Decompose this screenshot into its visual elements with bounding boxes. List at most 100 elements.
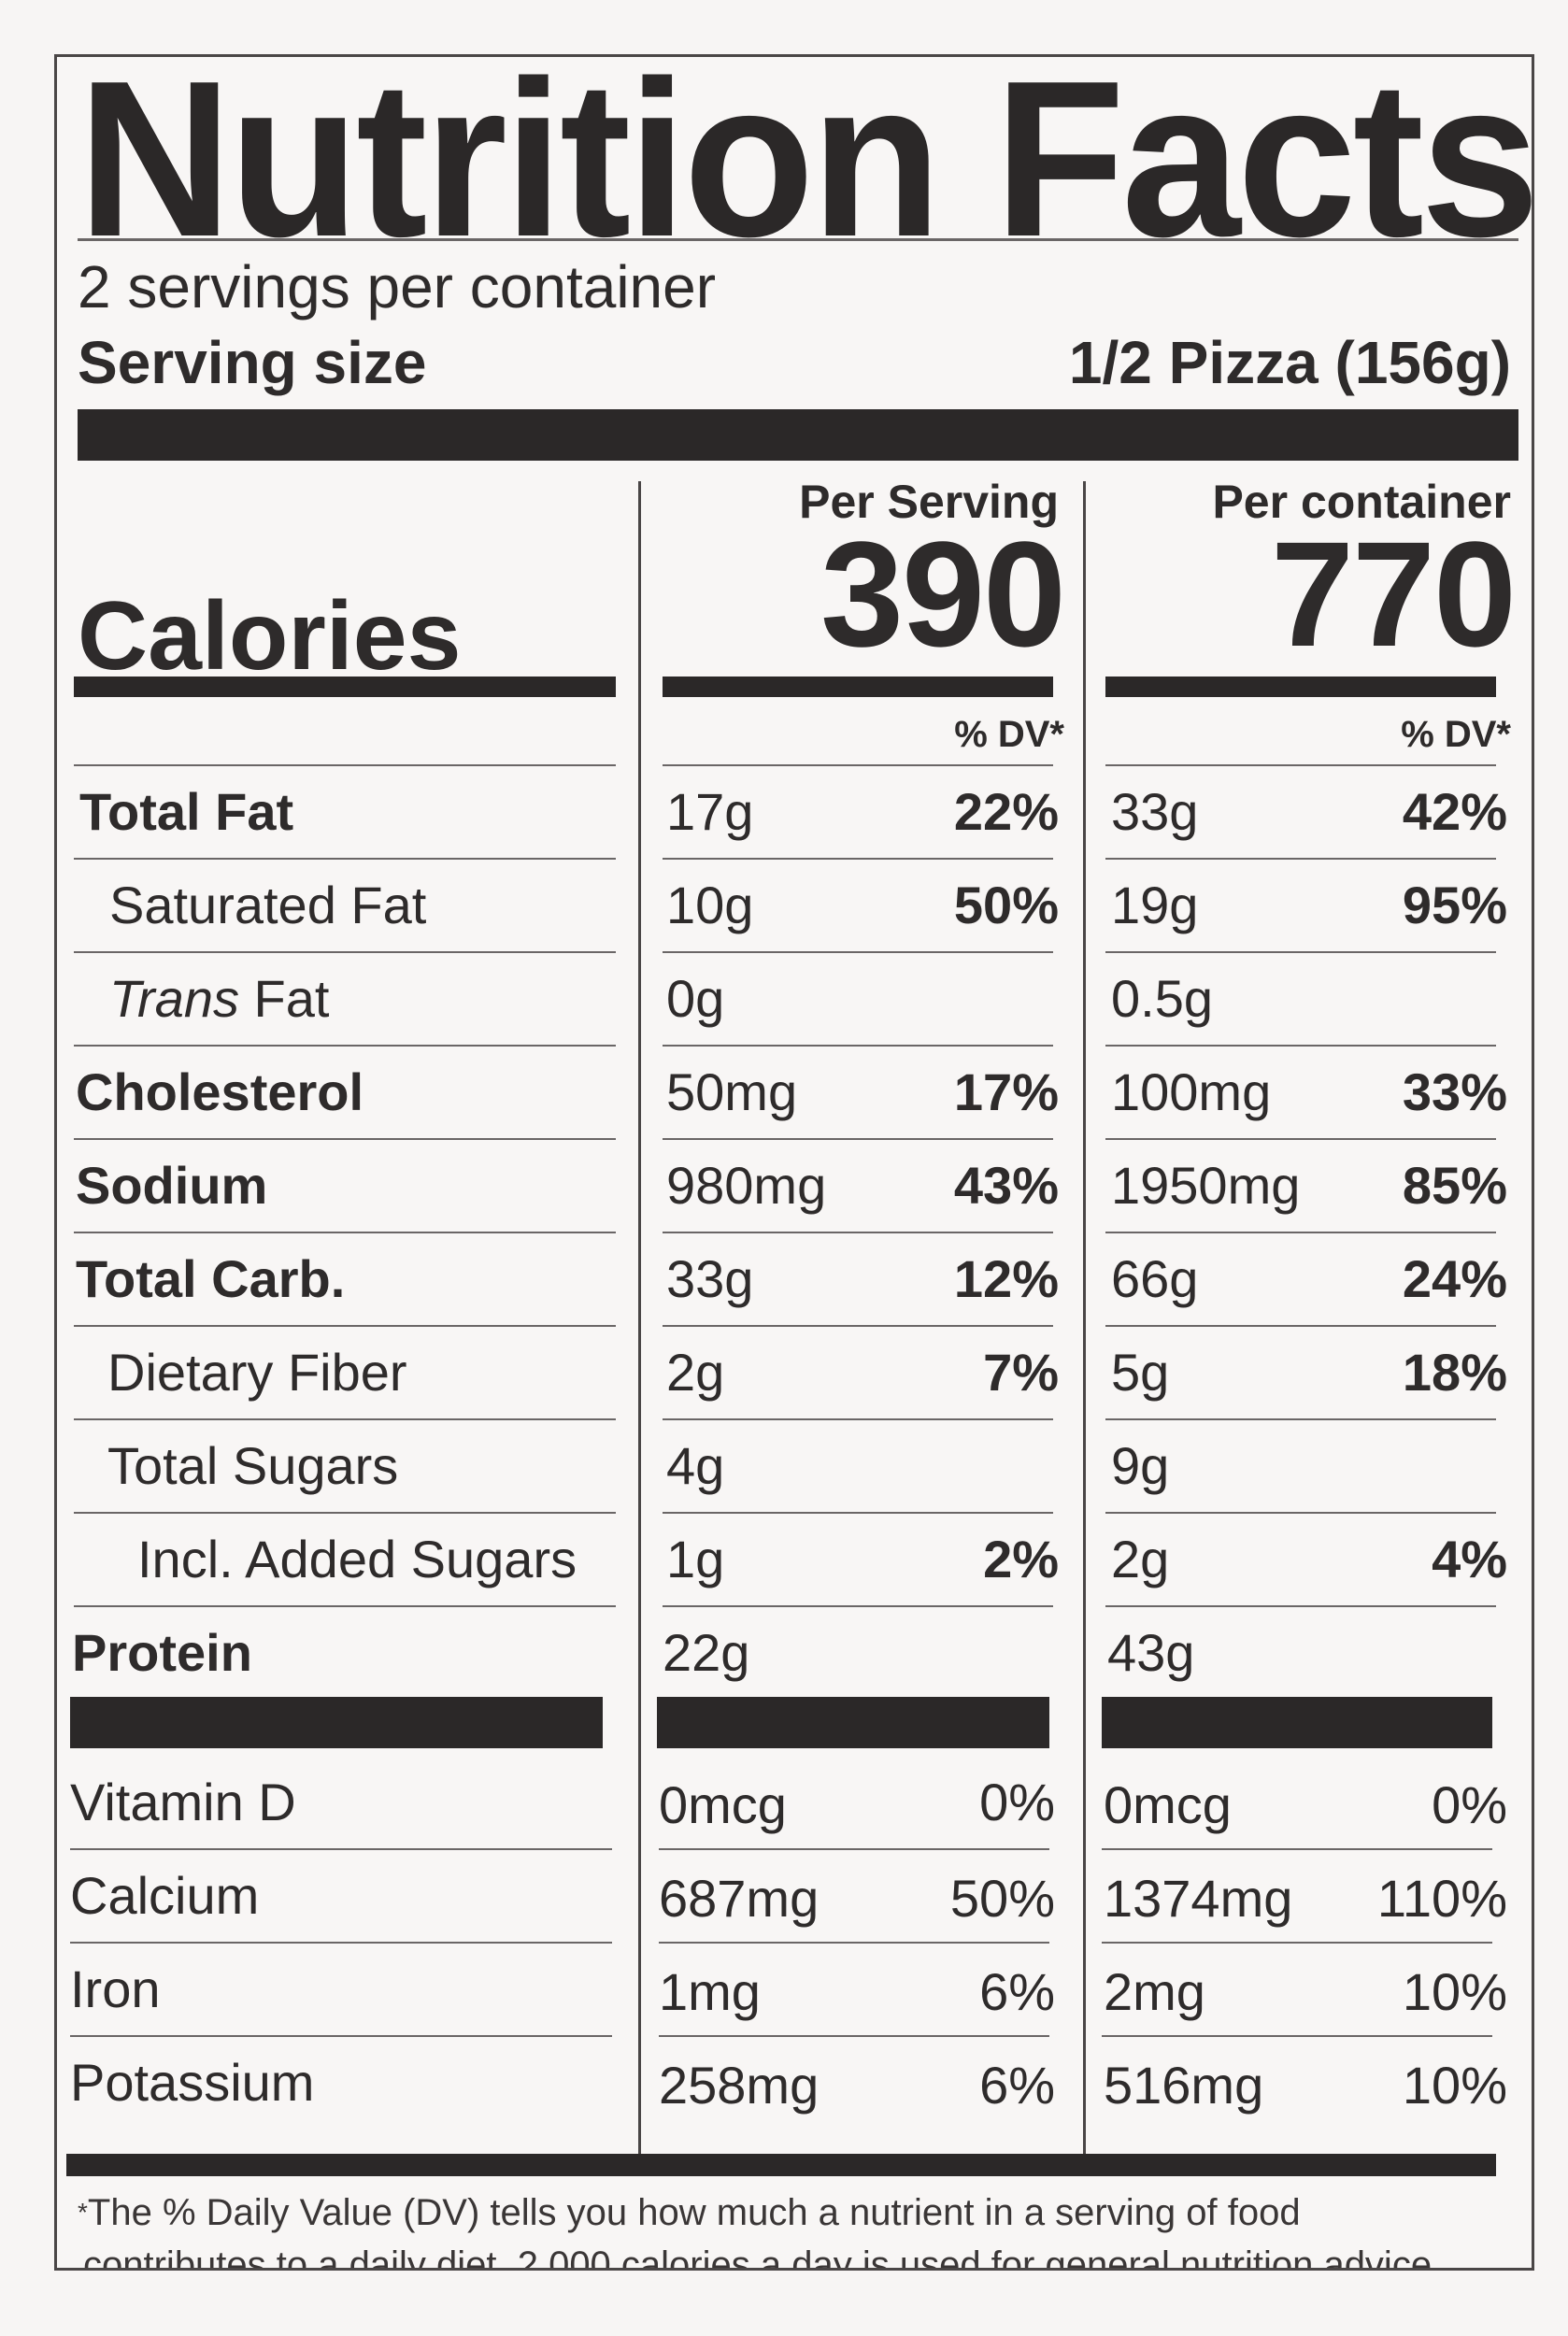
row-divider [1105,1605,1496,1607]
vitamin-serving-amount: 687mg [659,1869,820,1928]
nutrient-serving-amount: 22g [663,1623,750,1682]
serving-size-value: 1/2 Pizza (156g) [1068,329,1511,396]
nutrition-facts-panel: Nutrition Facts 2 servings per container… [54,54,1534,2271]
nutrient-label: Sodium [76,1156,268,1215]
row-divider [74,1512,616,1514]
nutrient-container-amount: 100mg [1111,1062,1272,1121]
trans-rest: Fat [239,969,330,1028]
nutrient-serving-dv: 7% [983,1343,1059,1402]
row-divider [659,2035,1049,2037]
nutrient-container-dv: 85% [1402,1156,1507,1215]
row-divider [1102,1848,1492,1850]
per-container-header: Per container [1212,476,1511,528]
title-divider [78,238,1518,241]
row-divider [663,1418,1053,1420]
vitamin-serving-dv: 6% [979,1962,1055,2021]
nutrient-label: Incl. Added Sugars [137,1530,577,1588]
row-divider [70,1848,612,1850]
vitamin-serving-amount: 258mg [659,2056,820,2115]
footnote-line-2: contributes to a daily diet. 2,000 calor… [83,2244,1443,2271]
nutrient-serving-amount: 1g [666,1530,725,1588]
protein-bar-serving [657,1697,1049,1748]
nutrient-serving-dv: 17% [953,1062,1059,1121]
nutrient-serving-amount: 33g [666,1249,754,1308]
vitamin-container-dv: 10% [1402,2056,1507,2115]
row-divider [74,951,616,953]
row-divider [1102,1942,1492,1944]
calories-per-serving: 390 [820,510,1066,677]
vitamin-serving-amount: 1mg [659,1962,761,2021]
thick-divider-bottom [66,2154,1496,2176]
footnote-text-1: The % Daily Value (DV) tells you how muc… [87,2192,1301,2233]
nutrient-serving-amount: 2g [666,1343,725,1402]
row-divider [1105,858,1496,860]
nutrient-serving-dv: 50% [953,876,1059,934]
calories-label: Calories [78,582,462,691]
dv-header-container: % DV* [1401,714,1511,755]
nutrient-container-amount: 2g [1111,1530,1170,1588]
calories-bar-serving [663,677,1053,697]
nutrient-label: Total Sugars [107,1436,399,1495]
row-divider [663,951,1053,953]
footnote-line-1: *The % Daily Value (DV) tells you how mu… [78,2187,1301,2238]
footnote-marker: * [78,2198,88,2227]
nutrient-label: Total Fat [79,782,294,841]
nutrient-container-amount: 1950mg [1111,1156,1301,1215]
serving-size-label: Serving size [78,329,427,396]
vitamin-serving-dv: 0% [979,1773,1055,1831]
calories-bar-label [74,677,616,697]
row-divider [70,2035,612,2037]
vitamin-label: Iron [70,1959,161,2018]
nutrient-serving-dv: 12% [953,1249,1059,1308]
nutrient-serving-amount: 10g [666,876,754,934]
vitamin-label: Vitamin D [70,1773,296,1831]
row-divider [74,1045,616,1047]
nutrient-container-dv: 24% [1402,1249,1507,1308]
calories-bar-container [1105,677,1496,697]
nutrient-container-amount: 9g [1111,1436,1170,1495]
nutrient-container-dv: 95% [1402,876,1507,934]
nutrient-label: Saturated Fat [109,876,427,934]
vitamin-serving-dv: 50% [949,1869,1055,1928]
vitamin-container-amount: 2mg [1104,1962,1205,2021]
row-divider [663,1512,1053,1514]
nutrient-serving-amount: 50mg [666,1062,798,1121]
row-divider [1105,951,1496,953]
vitamin-label: Potassium [70,2053,315,2112]
column-separator-1 [638,481,641,2154]
nutrient-container-amount: 5g [1111,1343,1170,1402]
servings-per-container: 2 servings per container [78,253,717,320]
vitamin-label: Calcium [70,1866,260,1925]
nutrient-serving-amount: 4g [666,1436,725,1495]
row-divider [659,1942,1049,1944]
row-divider [1105,1512,1496,1514]
nutrient-label-trans: Trans Fat [109,968,329,1030]
nutrient-serving-amount: 0g [666,969,725,1028]
vitamin-container-amount: 0mcg [1104,1775,1232,1834]
nutrient-serving-amount: 17g [666,782,754,841]
dv-header-serving: % DV* [954,714,1064,755]
nutrient-label: Protein [72,1623,252,1682]
row-divider [74,1138,616,1140]
row-divider [1105,1325,1496,1327]
label-title: Nutrition Facts [78,54,1534,283]
vitamin-serving-amount: 0mcg [659,1775,787,1834]
row-divider [1105,1045,1496,1047]
nutrient-container-amount: 19g [1111,876,1199,934]
nutrient-serving-dv: 43% [953,1156,1059,1215]
protein-bar-container [1102,1697,1492,1748]
column-separator-2 [1083,481,1086,2154]
row-divider [1105,1138,1496,1140]
row-divider [70,1942,612,1944]
row-divider [74,858,616,860]
thick-divider-top [78,409,1518,461]
nutrient-container-dv: 4% [1432,1530,1507,1588]
nutrient-container-dv: 33% [1402,1062,1507,1121]
nutrient-container-dv: 42% [1402,782,1507,841]
nutrient-container-amount: 43g [1107,1623,1195,1682]
row-divider [1105,764,1496,766]
row-divider [74,1232,616,1233]
row-divider [663,1232,1053,1233]
nutrient-serving-dv: 2% [983,1530,1059,1588]
row-divider [74,1418,616,1420]
